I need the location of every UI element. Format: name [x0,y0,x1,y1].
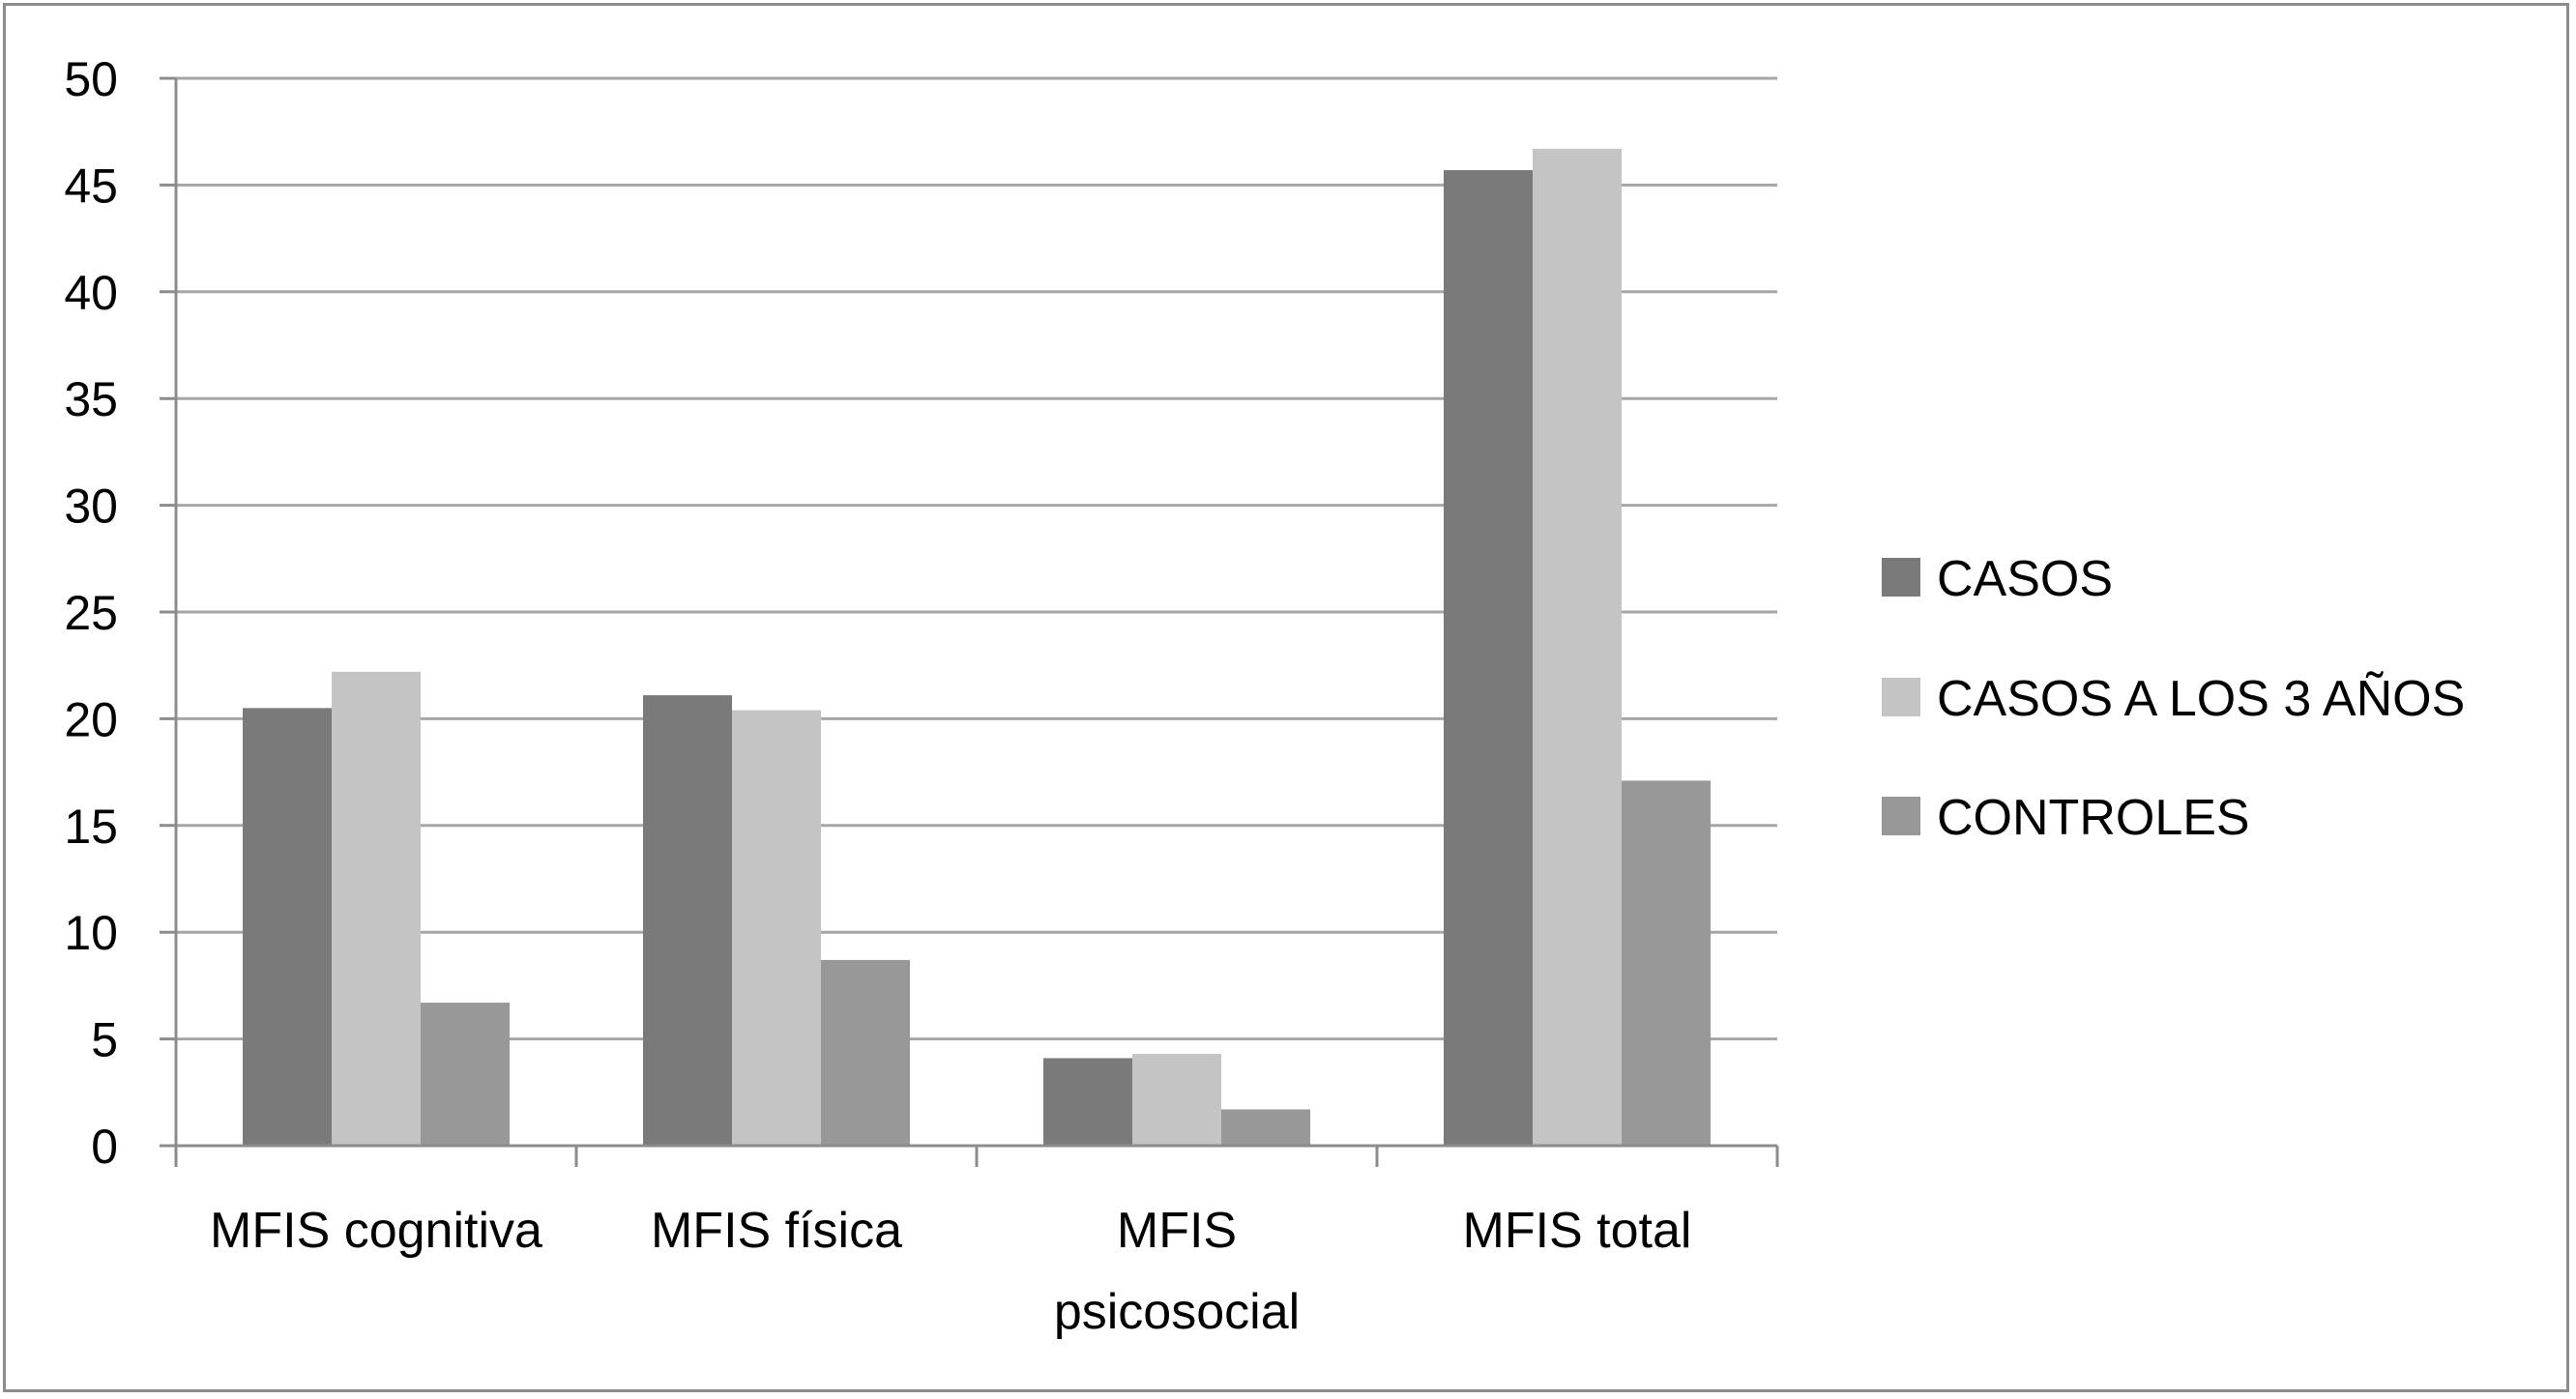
x-category-label: MFIS [1117,1203,1237,1259]
legend: CASOS CASOS A LOS 3 AÑOS CONTROLES [1882,551,2465,846]
y-tick-label: 20 [64,692,118,746]
x-category-label: psicosocial [1054,1284,1300,1340]
y-tick-label: 15 [64,800,118,854]
y-tick-label: 10 [64,906,118,960]
bar-1-3 [1043,1058,1132,1146]
legend-label: CASOS [1937,551,2113,607]
y-tick-label: 25 [64,586,118,640]
bar-1-4 [1444,169,1533,1147]
legend-label: CASOS A LOS 3 AÑOS [1937,671,2465,727]
y-tick-label: 30 [64,480,118,534]
legend-swatch [1882,678,1920,716]
y-tick-label: 50 [64,52,118,106]
y-tick-label: 45 [64,159,118,213]
bar-1-2 [643,695,732,1146]
bar-2-4 [1533,148,1622,1146]
y-tick-label: 40 [64,266,118,320]
bar-2-3 [1132,1054,1221,1146]
legend-label: CONTROLES [1937,790,2250,846]
x-axis-labels: MFIS cognitiva MFIS física MFIS psicosocial… [210,1203,1691,1340]
y-tick-label: 0 [91,1120,118,1174]
bar-3-3 [1221,1109,1310,1146]
bar-1-1 [243,708,332,1146]
y-axis-ticks: 0 5 10 15 20 25 30 35 40 45 50 [64,52,176,1174]
bar-3-1 [421,1003,510,1146]
x-category-label: MFIS total [1463,1203,1692,1259]
axes [174,78,1779,1167]
bar-2-2 [732,710,821,1146]
legend-swatch [1882,797,1920,835]
y-tick-label: 5 [91,1013,118,1067]
bar-2-1 [332,671,421,1146]
x-category-label: MFIS cognitiva [210,1203,542,1259]
bars [243,148,1711,1147]
chart-frame [3,3,2569,1392]
bar-3-4 [1622,780,1711,1146]
x-category-label: MFIS física [651,1203,902,1259]
y-tick-label: 35 [64,372,118,426]
bar-3-2 [821,959,910,1146]
legend-swatch [1882,558,1920,597]
